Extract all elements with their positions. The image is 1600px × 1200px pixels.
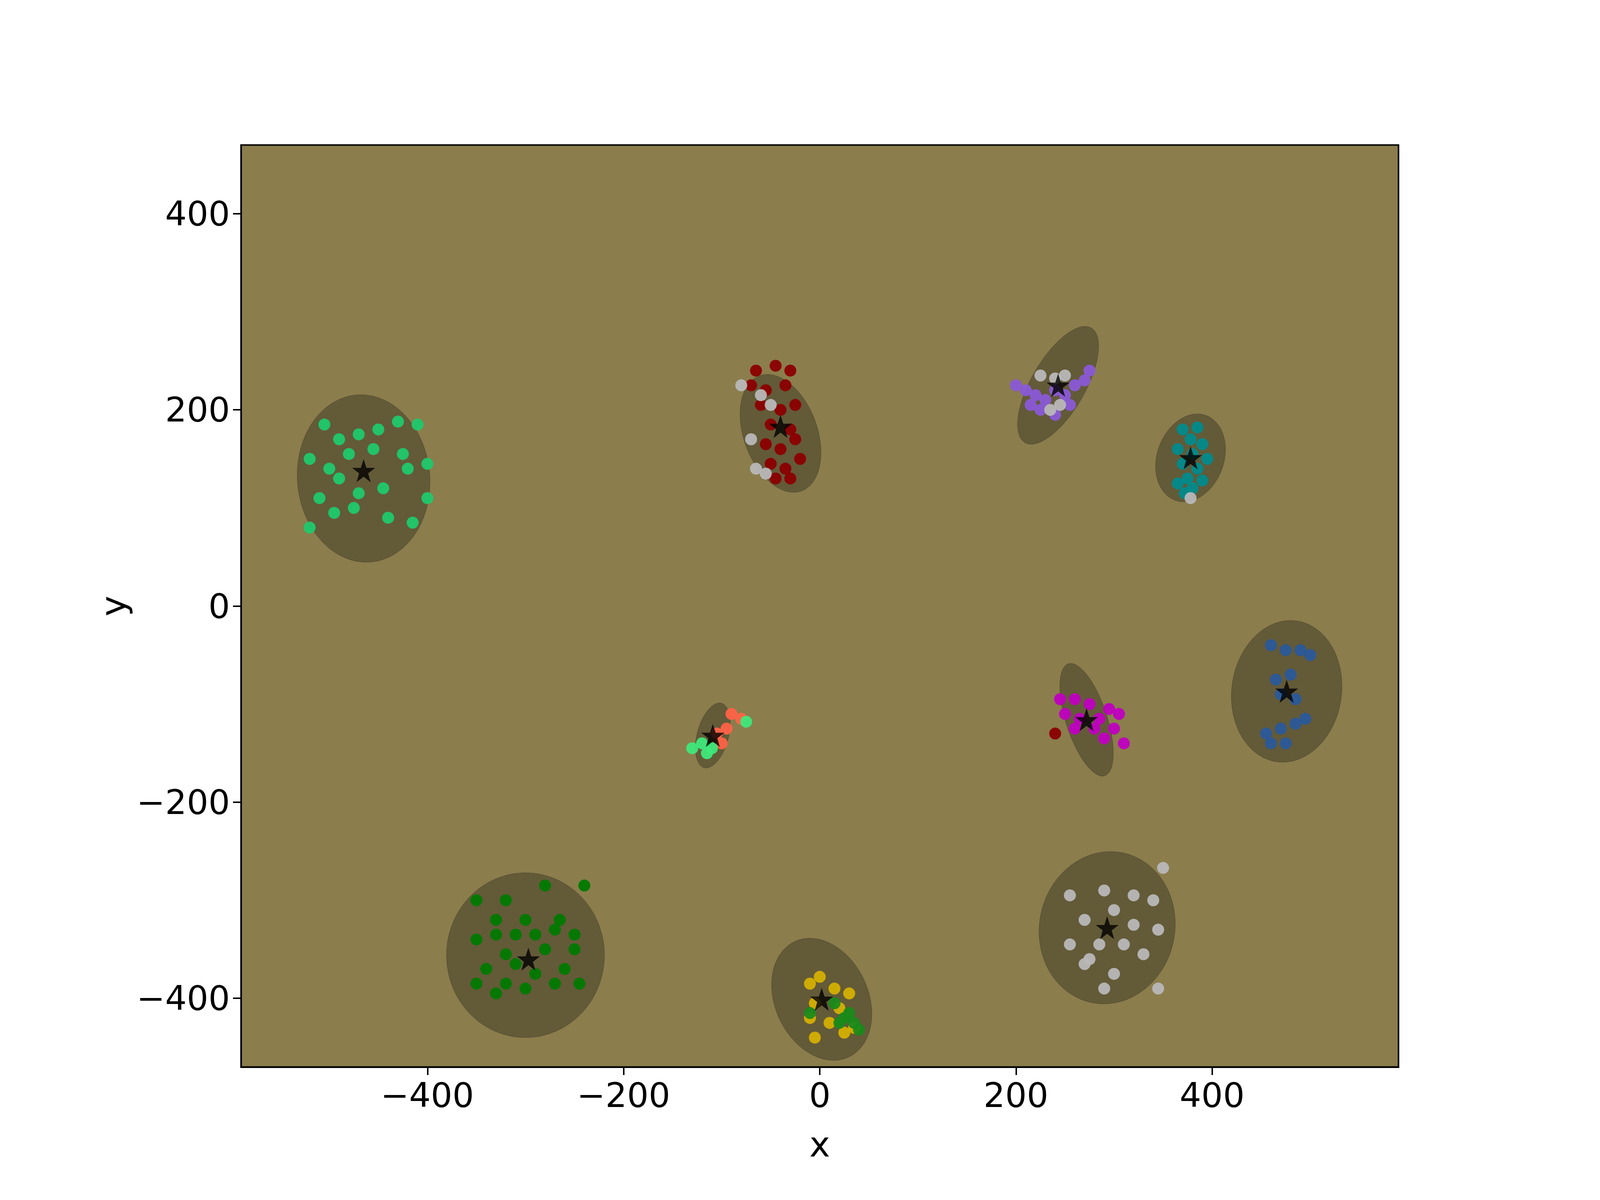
svg-text:x: x xyxy=(809,1124,830,1165)
svg-text:400: 400 xyxy=(165,194,230,234)
svg-text:−400: −400 xyxy=(136,978,230,1018)
svg-text:400: 400 xyxy=(1179,1075,1245,1115)
svg-text:−200: −200 xyxy=(577,1075,671,1115)
svg-text:0: 0 xyxy=(809,1075,831,1115)
svg-text:200: 200 xyxy=(983,1075,1049,1115)
svg-text:−200: −200 xyxy=(136,782,230,822)
svg-text:−400: −400 xyxy=(380,1075,474,1115)
svg-text:y: y xyxy=(93,595,134,616)
svg-text:0: 0 xyxy=(208,586,230,626)
svg-text:200: 200 xyxy=(165,390,230,430)
